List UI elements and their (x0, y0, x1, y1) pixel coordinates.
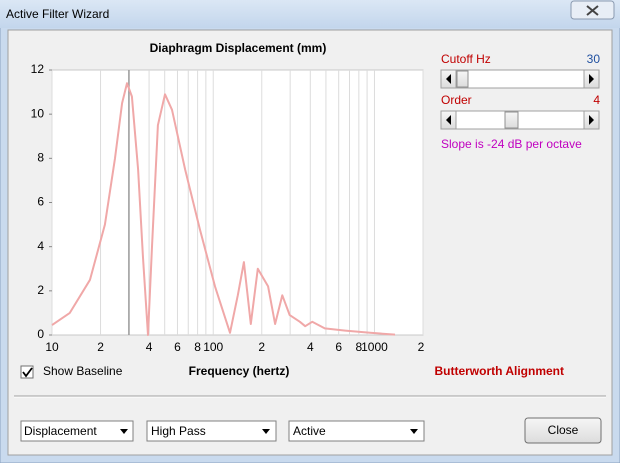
x-tick-label: 100 (203, 340, 223, 354)
slope-text: Slope is -24 dB per octave (441, 137, 582, 151)
x-tick-label: 10 (45, 340, 59, 354)
y-tick-label: 10 (31, 106, 45, 120)
order-value: 4 (593, 93, 600, 107)
arrow (589, 74, 594, 84)
y-tick-label: 6 (37, 195, 44, 209)
x-tick-label: 2 (418, 340, 425, 354)
dropdown-arrow (120, 429, 128, 434)
dropdown-box (146, 420, 277, 442)
cutoff-value: 30 (587, 52, 601, 66)
close-icon (586, 5, 599, 16)
title-bar (0, 0, 620, 28)
close-button-label: Close (548, 423, 579, 437)
displacement-line (51, 82, 396, 336)
slider-track (440, 110, 600, 130)
dropdown[interactable]: Active (288, 420, 425, 442)
arrow (446, 74, 451, 84)
x-tick-label: 2 (258, 340, 265, 354)
slider-thumb[interactable] (456, 70, 469, 88)
dropdown-value: Displacement (24, 424, 97, 438)
dropdown-box (20, 420, 134, 442)
x-tick-label: 6 (174, 340, 181, 354)
x-tick-label: 2 (97, 340, 104, 354)
dropdown-box (288, 420, 425, 442)
x-tick-label: 8 (194, 340, 201, 354)
x-axis-label: Frequency (hertz) (189, 364, 290, 378)
dropdown-arrow (410, 429, 418, 434)
cutoff-slider[interactable] (440, 69, 600, 89)
dropdown-arrow (262, 429, 270, 434)
order-label: Order (441, 93, 472, 107)
show-baseline-label[interactable]: Show Baseline (43, 364, 123, 378)
dropdown-value: High Pass (151, 424, 206, 438)
close-button[interactable] (524, 417, 602, 444)
slider-thumb[interactable] (504, 111, 519, 129)
checkbox[interactable] (20, 365, 34, 379)
arrow (589, 115, 594, 125)
dropdown-value: Active (293, 424, 326, 438)
alignment-text: Butterworth Alignment (434, 364, 564, 378)
plot-area (51, 69, 424, 336)
chart-title: Diaphragm Displacement (mm) (150, 41, 327, 55)
y-tick-label: 8 (37, 151, 44, 165)
x-tick-label: 4 (307, 340, 314, 354)
x-tick-label: 8 (355, 340, 362, 354)
x-tick-label: 1000 (361, 340, 388, 354)
x-tick-label: 6 (335, 340, 342, 354)
y-tick-label: 2 (37, 283, 44, 297)
arrow (446, 115, 451, 125)
cutoff-label: Cutoff Hz (441, 52, 491, 66)
x-tick-label: 4 (146, 340, 153, 354)
order-slider[interactable] (440, 110, 600, 130)
y-tick-label: 12 (31, 62, 45, 76)
dropdown[interactable]: High Pass (146, 420, 277, 442)
window-title: Active Filter Wizard (6, 7, 109, 21)
y-tick-label: 4 (37, 239, 44, 253)
y-tick-label: 0 (37, 327, 44, 341)
check-mark (22, 367, 33, 378)
dropdown[interactable]: Displacement (20, 420, 134, 442)
